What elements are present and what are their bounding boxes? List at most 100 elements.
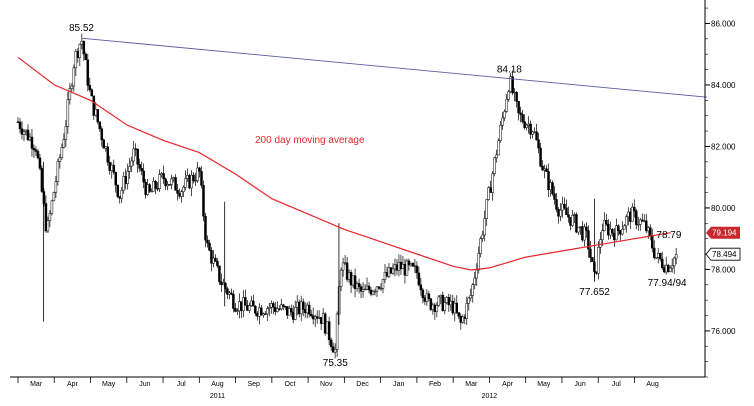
resistance-trendline (81, 37, 708, 98)
candle-body (355, 283, 359, 289)
candle-body (579, 226, 582, 228)
candle-body (112, 164, 115, 173)
candle-body (174, 177, 177, 191)
price-annotation: 78.79 (656, 230, 681, 241)
candle-body (160, 173, 163, 175)
candle-body (559, 209, 562, 217)
candle-body (244, 297, 247, 306)
candle-body (497, 140, 500, 156)
candle-body (102, 139, 106, 149)
candle-body (403, 264, 407, 276)
candle-body (212, 257, 215, 264)
candle-body (539, 147, 542, 167)
candle-body (264, 313, 267, 315)
candle-body (625, 216, 628, 227)
candle-body (619, 230, 622, 235)
candle-body (40, 168, 44, 192)
candle-body (333, 349, 337, 353)
candle-body (455, 302, 459, 313)
candle-body (242, 297, 245, 312)
candle-body (270, 303, 273, 308)
candle-body (110, 164, 113, 171)
candle-body (623, 225, 626, 230)
candle-body (527, 123, 530, 126)
candle-body (353, 275, 357, 289)
candle-body (140, 168, 143, 172)
x-tick-label: Mar (465, 381, 478, 388)
last-price-label: 78.494 (712, 250, 737, 259)
candle-body (260, 307, 263, 316)
candle-body (599, 239, 602, 248)
candle-body (214, 257, 217, 262)
candle-body (511, 76, 514, 94)
candle-body (94, 109, 98, 116)
candle-body (557, 209, 560, 217)
x-tick-label: Aug (646, 381, 659, 388)
candle-body (58, 157, 62, 162)
candle-body (631, 206, 634, 222)
candle-body (637, 224, 640, 226)
candle-body (30, 136, 34, 149)
candle-body (363, 288, 367, 291)
candle-body (535, 131, 538, 141)
candle-body (176, 190, 179, 194)
candle-body (347, 272, 351, 280)
candle-body (589, 248, 592, 258)
candle-body (553, 193, 556, 200)
candle-body (641, 219, 644, 222)
candle-body (587, 230, 590, 250)
candle-body (491, 173, 494, 193)
candle-body (581, 226, 584, 241)
candle-body (60, 147, 64, 159)
candle-body (289, 308, 293, 313)
candle-body (495, 154, 498, 159)
candle-body (407, 260, 411, 266)
candle-body (98, 121, 102, 130)
candle-body (240, 301, 243, 312)
x-tick-label: Aug (211, 381, 224, 388)
candle-body (28, 136, 32, 141)
candle-body (106, 146, 110, 163)
candle-body (220, 281, 223, 286)
candle-body (369, 289, 373, 295)
candle-body (164, 178, 167, 187)
candle-body (46, 220, 50, 232)
candle-body (100, 128, 104, 141)
candle-body (70, 85, 74, 89)
candle-body (236, 310, 239, 312)
candle-body (158, 174, 161, 189)
candle-body (138, 164, 141, 169)
candle-body (467, 297, 471, 304)
candle-body (262, 313, 265, 316)
candle-body (373, 290, 377, 293)
candle-body (331, 346, 335, 353)
candle-body (371, 290, 375, 295)
x-tick-label: Sep (247, 381, 260, 388)
candle-body (399, 261, 403, 270)
candle-body (423, 297, 427, 302)
candle-body (629, 211, 632, 222)
x-tick-label: Jun (139, 381, 150, 388)
candle-body (150, 190, 153, 193)
candle-body (325, 321, 329, 334)
candle-body (252, 300, 255, 307)
candle-body (198, 167, 201, 172)
candle-body (287, 308, 291, 316)
candle-body (375, 286, 379, 292)
candle-body (609, 228, 612, 236)
candle-body (611, 228, 614, 234)
candle-body (607, 223, 610, 236)
candle-body (305, 304, 309, 314)
candle-body (154, 181, 157, 189)
candle-body (425, 293, 429, 302)
candle-body (317, 317, 321, 319)
candle-body (547, 171, 550, 190)
candle-body (36, 151, 40, 159)
candle-body (299, 301, 303, 315)
candle-body (248, 305, 251, 311)
candle-body (652, 247, 656, 258)
candle-body (595, 271, 598, 274)
candle-body (457, 312, 461, 317)
candle-body (200, 171, 203, 186)
candle-body (186, 175, 189, 179)
